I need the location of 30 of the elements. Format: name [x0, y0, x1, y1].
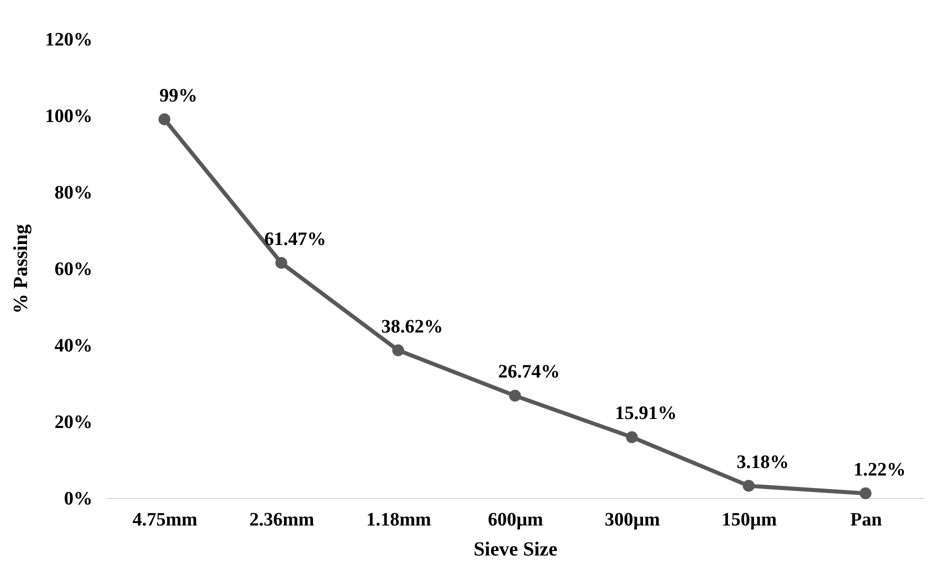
point [626, 431, 638, 444]
data-label: 26.74% [498, 362, 560, 383]
data-label: 38.62% [381, 316, 444, 338]
x-tick-label: Pan [850, 510, 882, 530]
y-tick-label: 120% [45, 30, 92, 50]
data-label: 61.47% [264, 228, 326, 250]
y-tick-label: 100% [45, 106, 92, 127]
y-tick-label: 0% [64, 488, 92, 510]
x-tick-label: 4.75mm [132, 510, 198, 530]
x-axis-title: Sieve Size [474, 538, 558, 560]
data-label: 1.22% [853, 459, 906, 480]
y-tick-label: 80% [54, 182, 92, 204]
y-axis-title: % Passing [10, 224, 32, 314]
x-tick-label: 300µm [604, 510, 660, 530]
y-tick-label: 20% [54, 412, 92, 433]
y-tick-label: 60% [54, 259, 92, 280]
x-tick-label: 600µm [488, 510, 544, 530]
point [275, 256, 288, 269]
x-tick-label: 1.18mm [366, 510, 432, 530]
x-tick-label: 2.36mm [249, 510, 314, 530]
point [860, 487, 872, 500]
data-label: 99% [159, 85, 198, 106]
point [742, 480, 755, 492]
y-tick-label: 40% [54, 336, 92, 356]
x-tick-label: 150µm [722, 510, 778, 530]
point [158, 113, 170, 126]
point [509, 390, 521, 402]
data-label: 3.18% [736, 452, 789, 473]
point [392, 344, 404, 356]
data-label: 15.91% [614, 403, 677, 424]
